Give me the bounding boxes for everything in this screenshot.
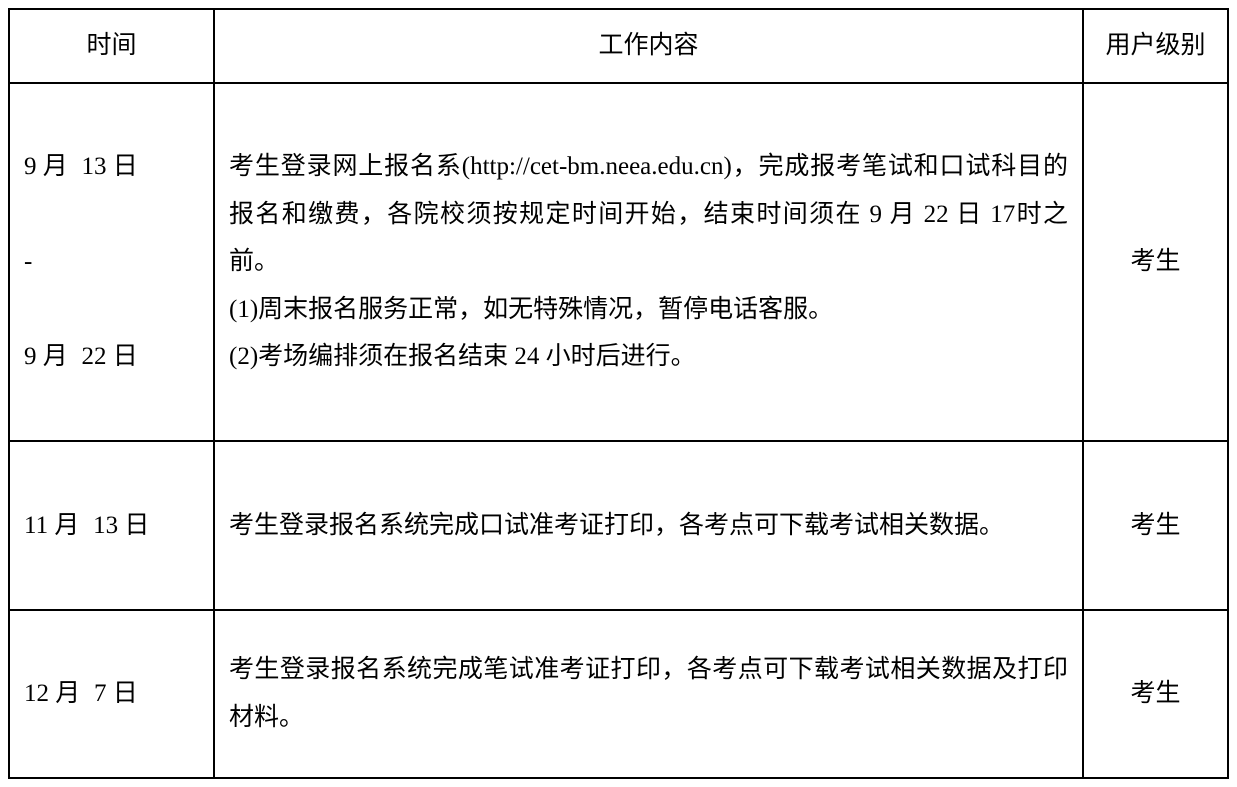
header-time: 时间 (9, 9, 214, 83)
cell-user: 考生 (1083, 610, 1228, 779)
time-line-2: - (24, 238, 199, 286)
table-header-row: 时间 工作内容 用户级别 (9, 9, 1228, 83)
cell-user: 考生 (1083, 441, 1228, 610)
time-line-1: 9 月 13 日 (24, 143, 199, 191)
time-line-single: 12 月 7 日 (24, 670, 199, 718)
cell-content: 考生登录网上报名系(http://cet-bm.neea.edu.cn)，完成报… (214, 83, 1083, 442)
cell-time: 11 月 13 日 (9, 441, 214, 610)
header-user: 用户级别 (1083, 9, 1228, 83)
cell-content: 考生登录报名系统完成笔试准考证打印，各考点可下载考试相关数据及打印材料。 (214, 610, 1083, 779)
header-content: 工作内容 (214, 9, 1083, 83)
table-row: 11 月 13 日 考生登录报名系统完成口试准考证打印，各考点可下载考试相关数据… (9, 441, 1228, 610)
time-line-3: 9 月 22 日 (24, 333, 199, 381)
table-row: 9 月 13 日 - 9 月 22 日 考生登录网上报名系(http://cet… (9, 83, 1228, 442)
cell-time: 9 月 13 日 - 9 月 22 日 (9, 83, 214, 442)
table-row: 12 月 7 日 考生登录报名系统完成笔试准考证打印，各考点可下载考试相关数据及… (9, 610, 1228, 779)
schedule-table: 时间 工作内容 用户级别 9 月 13 日 - 9 月 22 日 考生登录网上报… (8, 8, 1229, 779)
cell-content: 考生登录报名系统完成口试准考证打印，各考点可下载考试相关数据。 (214, 441, 1083, 610)
cell-user: 考生 (1083, 83, 1228, 442)
time-line-single: 11 月 13 日 (24, 502, 199, 550)
cell-time: 12 月 7 日 (9, 610, 214, 779)
